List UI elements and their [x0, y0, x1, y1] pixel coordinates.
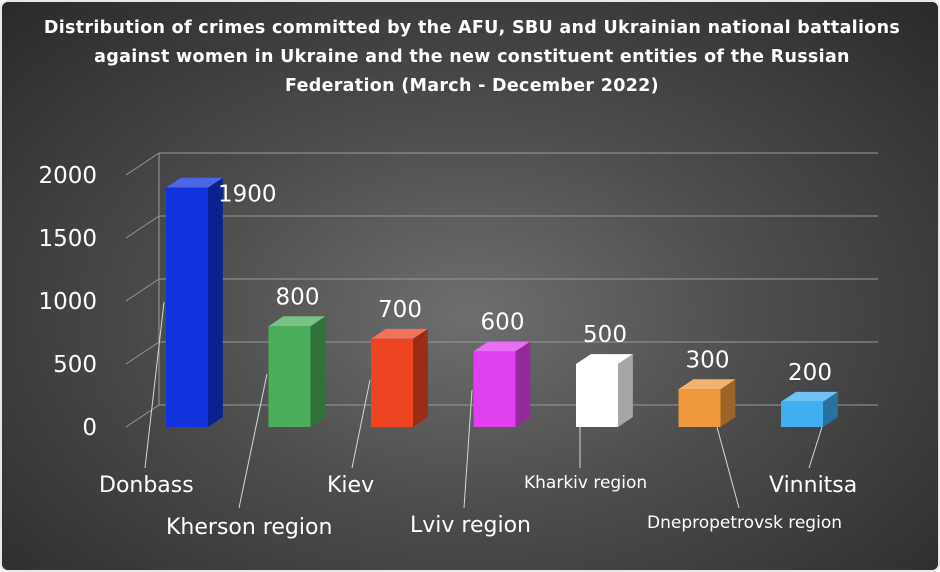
- category-label: Dnepropetrovsk region: [647, 513, 842, 533]
- bar-side: [515, 341, 531, 427]
- gridline-diagonal: [125, 152, 160, 176]
- bar-side: [618, 354, 633, 427]
- category-label: Donbass: [99, 473, 194, 498]
- y-tick-label: 1000: [38, 289, 97, 315]
- data-label: 500: [583, 322, 627, 348]
- bar-side: [208, 177, 223, 427]
- bar: [166, 187, 208, 427]
- y-tick-label: 500: [53, 352, 97, 378]
- bar-top: [678, 379, 736, 390]
- data-label: 800: [276, 284, 320, 310]
- leader-line: [463, 389, 473, 509]
- bar: [678, 389, 721, 427]
- category-label: Kherson region: [166, 515, 332, 540]
- gridline-diagonal: [125, 215, 160, 239]
- leader-line: [144, 301, 165, 469]
- bar-side: [720, 379, 736, 427]
- category-label: Kharkiv region: [524, 473, 647, 493]
- data-label: 700: [378, 297, 422, 323]
- bar-side: [823, 391, 838, 427]
- y-tick-label: 1500: [38, 226, 97, 252]
- bar-top: [781, 391, 838, 402]
- data-label: 200: [788, 360, 832, 386]
- data-label: 1900: [218, 182, 277, 208]
- bar-layer: [166, 177, 838, 427]
- gridline-diagonal: [125, 404, 160, 428]
- leader-line: [716, 426, 740, 509]
- label-layer: 0 500 1000 1500 2000 1900 Donbass 800 Kherson re…: [38, 163, 857, 540]
- bar-side: [413, 328, 428, 427]
- bar: [576, 364, 618, 427]
- data-label: 600: [481, 310, 525, 336]
- bar-top: [473, 341, 531, 352]
- chart-title: Distribution of crimes committed by the …: [43, 18, 901, 96]
- gridline-diagonal: [125, 278, 160, 302]
- leader-line: [238, 373, 268, 509]
- bar: [781, 401, 823, 427]
- data-label: 300: [686, 347, 730, 373]
- leader-line: [808, 426, 823, 469]
- y-tick-label: 2000: [38, 163, 97, 189]
- bar: [473, 351, 516, 427]
- leader-line: [351, 379, 371, 469]
- bar: [371, 338, 413, 427]
- bar-top: [576, 354, 633, 364]
- bar-side: [310, 316, 326, 427]
- bar: [268, 326, 311, 427]
- bar-top: [371, 328, 428, 339]
- bar-top: [268, 316, 326, 327]
- category-label: Vinnitsa: [769, 473, 857, 498]
- category-label: Lviv region: [410, 513, 531, 538]
- category-label: Kiev: [327, 473, 374, 498]
- gridline-diagonal: [125, 341, 160, 365]
- y-tick-label: 0: [82, 415, 97, 441]
- bar-top: [166, 177, 223, 188]
